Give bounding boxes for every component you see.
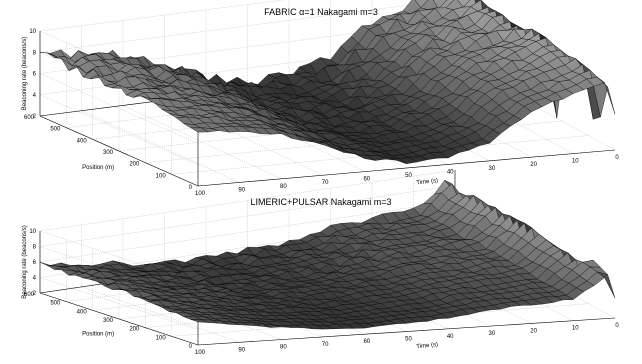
y-axis-label: Position (m) [82, 165, 114, 171]
z-tick-label: 8 [33, 50, 37, 56]
time-tick-label: 80 [280, 345, 287, 351]
time-tick-label: 20 [530, 328, 537, 334]
z-tick-label: 2 [33, 291, 37, 297]
time-tick-label: 100 [195, 191, 206, 197]
position-tick-label: 500 [50, 301, 61, 307]
z-tick-label: 4 [33, 276, 37, 282]
time-tick-label: 90 [238, 347, 245, 353]
surface-patch [597, 76, 616, 115]
z-tick-label: 4 [33, 93, 37, 99]
time-tick-label: 10 [572, 159, 579, 165]
axis-line [39, 115, 199, 187]
z-tick-label: 10 [29, 29, 36, 35]
time-tick-label: 80 [280, 184, 287, 190]
z-axis-label: Beaconing rate (beacons/s) [22, 225, 28, 298]
axis-line [39, 292, 199, 346]
panel-1: FABRIC α=1 Nakagami m=324681001002003004… [22, 0, 619, 197]
surface-patch [597, 271, 616, 299]
time-tick-label: 60 [363, 339, 370, 345]
time-tick-label: 70 [322, 342, 329, 348]
z-tick-label: 2 [33, 114, 37, 120]
position-tick-label: 0 [189, 344, 193, 350]
position-tick-label: 0 [189, 185, 193, 191]
position-tick-label: 100 [156, 335, 167, 341]
time-tick-label: 50 [405, 337, 412, 343]
surface-mesh [39, 179, 616, 330]
x-axis-label: Time (s) [416, 342, 438, 350]
position-tick-label: 500 [50, 127, 61, 133]
position-tick-label: 300 [103, 150, 114, 156]
position-tick-label: 600 [24, 115, 35, 121]
time-tick-label: 40 [447, 169, 454, 175]
time-tick-label: 70 [322, 180, 329, 186]
panel-2: LIMERIC+PULSAR Nakagami m=32468100100200… [22, 169, 619, 356]
axis-line [197, 149, 616, 187]
position-tick-label: 100 [156, 173, 167, 179]
time-tick-label: 30 [489, 166, 496, 172]
position-tick-label: 200 [129, 162, 140, 168]
z-tick-label: 6 [33, 260, 37, 266]
time-tick-label: 10 [572, 326, 579, 332]
time-tick-label: 40 [447, 334, 454, 340]
y-axis-label: Position (m) [82, 331, 114, 337]
chart-title: LIMERIC+PULSAR Nakagami m=3 [250, 197, 391, 207]
grid-line [247, 200, 407, 332]
grid-line [81, 224, 240, 343]
position-tick-label: 200 [129, 327, 140, 333]
time-tick-label: 60 [363, 177, 370, 183]
position-tick-label: 400 [77, 309, 88, 315]
grid-line [66, 239, 482, 302]
chart-title: FABRIC α=1 Nakagami m=3 [264, 7, 378, 17]
time-tick-label: 30 [489, 331, 496, 337]
grid-line [413, 0, 574, 154]
time-tick-label: 0 [615, 155, 619, 161]
position-tick-label: 400 [77, 138, 88, 144]
time-tick-label: 100 [195, 350, 206, 356]
time-tick-label: 90 [238, 187, 245, 193]
axis-line [197, 317, 616, 346]
time-tick-label: 20 [530, 162, 537, 168]
z-tick-label: 6 [33, 72, 37, 78]
position-tick-label: 300 [103, 318, 114, 324]
z-tick-label: 8 [33, 245, 37, 251]
time-tick-label: 0 [615, 323, 619, 329]
z-tick-label: 10 [29, 229, 36, 235]
position-tick-label: 600 [24, 292, 35, 298]
z-axis-label: Beaconing rate (beacons/s) [22, 37, 28, 110]
surface-mesh [39, 0, 616, 164]
time-tick-label: 50 [405, 173, 412, 179]
x-axis-label: Time (s) [416, 178, 438, 186]
